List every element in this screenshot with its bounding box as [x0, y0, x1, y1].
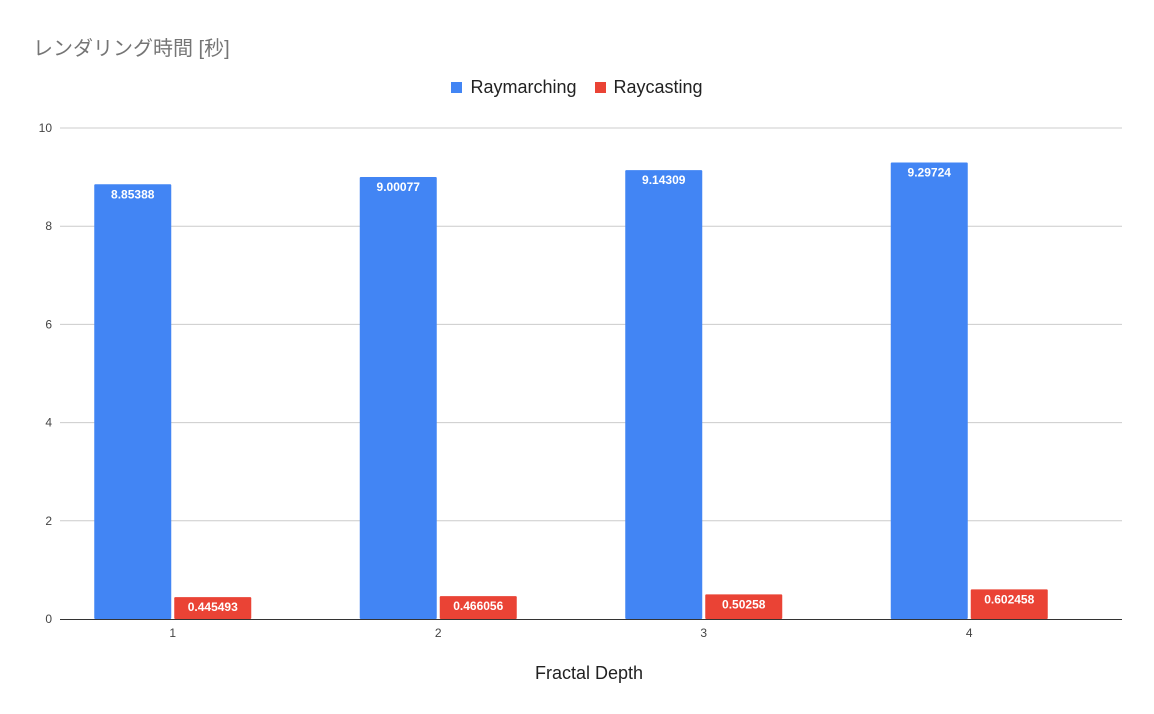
bar-raymarching-2[interactable] [359, 177, 437, 619]
y-tick-label-2: 2 [45, 514, 52, 528]
legend-item-raycasting[interactable]: Raycasting [594, 77, 703, 98]
x-tick-label-2: 2 [435, 626, 442, 640]
y-axis-ticks: 0 2 4 6 8 10 [39, 121, 53, 626]
bar-label-raycasting-1: 0.445493 [188, 600, 238, 614]
bar-raycasting-2[interactable] [439, 596, 517, 619]
bar-raycasting-1[interactable] [174, 597, 252, 619]
bar-raycasting-4[interactable] [970, 589, 1048, 619]
x-tick-label-3: 3 [700, 626, 707, 640]
bar-label-raymarching-4: 9.29724 [908, 166, 952, 180]
bar-raycasting-3[interactable] [705, 594, 783, 619]
bar-raymarching-1[interactable] [94, 184, 172, 620]
x-axis-title: Fractal Depth [535, 663, 643, 683]
chart-title: レンダリング時間 [秒] [33, 38, 230, 60]
legend-swatch-raymarching [451, 82, 463, 93]
y-tick-label-6: 6 [45, 317, 52, 331]
bar-label-raycasting-4: 0.602458 [984, 592, 1034, 606]
legend-item-raymarching[interactable]: Raymarching [451, 77, 577, 98]
legend-label-raycasting: Raycasting [613, 77, 703, 97]
bar-label-raymarching-2: 9.00077 [377, 180, 421, 194]
y-tick-label-4: 4 [45, 416, 52, 430]
bars: 8.85388 0.445493 9.00077 0.466056 9.14309 0.5… [94, 162, 1048, 620]
legend-label-raymarching: Raymarching [470, 77, 577, 97]
legend-swatch-raycasting [594, 82, 606, 93]
y-tick-label-10: 10 [39, 121, 53, 135]
bar-label-raycasting-3: 0.50258 [722, 597, 766, 611]
x-axis-ticks: 1 2 3 4 [169, 626, 973, 640]
y-tick-label-8: 8 [45, 219, 52, 233]
bar-label-raymarching-3: 9.14309 [642, 173, 686, 187]
bar-raymarching-3[interactable] [625, 170, 703, 619]
y-tick-label-0: 0 [45, 612, 52, 626]
bar-label-raycasting-2: 0.466056 [453, 599, 503, 613]
bar-label-raymarching-1: 8.85388 [111, 187, 155, 201]
x-tick-label-1: 1 [169, 626, 176, 640]
bar-raymarching-4[interactable] [890, 162, 968, 620]
x-tick-label-4: 4 [966, 626, 973, 640]
legend: Raymarching Raycasting [0, 77, 1154, 98]
